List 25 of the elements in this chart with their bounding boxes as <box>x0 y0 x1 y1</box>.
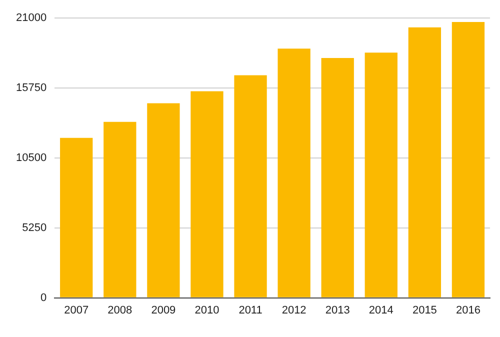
x-tick-label: 2007 <box>64 304 89 316</box>
y-tick-label: 0 <box>40 292 47 304</box>
bar <box>408 27 442 298</box>
y-tick-label: 10500 <box>16 152 47 164</box>
x-tick-label: 2009 <box>151 304 176 316</box>
bar <box>190 91 224 298</box>
x-tick-label: 2012 <box>282 304 306 316</box>
x-tick-label: 2011 <box>238 304 262 316</box>
y-tick-label: 5250 <box>22 222 47 234</box>
y-tick-label: 15750 <box>16 82 47 94</box>
bar <box>60 138 93 298</box>
bar <box>147 103 180 298</box>
x-tick-label: 2008 <box>108 304 132 316</box>
x-tick-label: 2014 <box>368 304 394 316</box>
x-tick-label: 2013 <box>325 304 350 316</box>
bar <box>321 58 354 298</box>
bar <box>278 48 310 298</box>
bar <box>452 22 485 298</box>
y-tick-label: 21000 <box>16 12 47 24</box>
bar <box>104 122 136 298</box>
bar <box>234 75 267 298</box>
bar <box>364 52 398 298</box>
x-tick-label: 2010 <box>194 304 220 316</box>
x-tick-label: 2016 <box>456 304 480 316</box>
x-tick-label: 2015 <box>412 304 437 316</box>
